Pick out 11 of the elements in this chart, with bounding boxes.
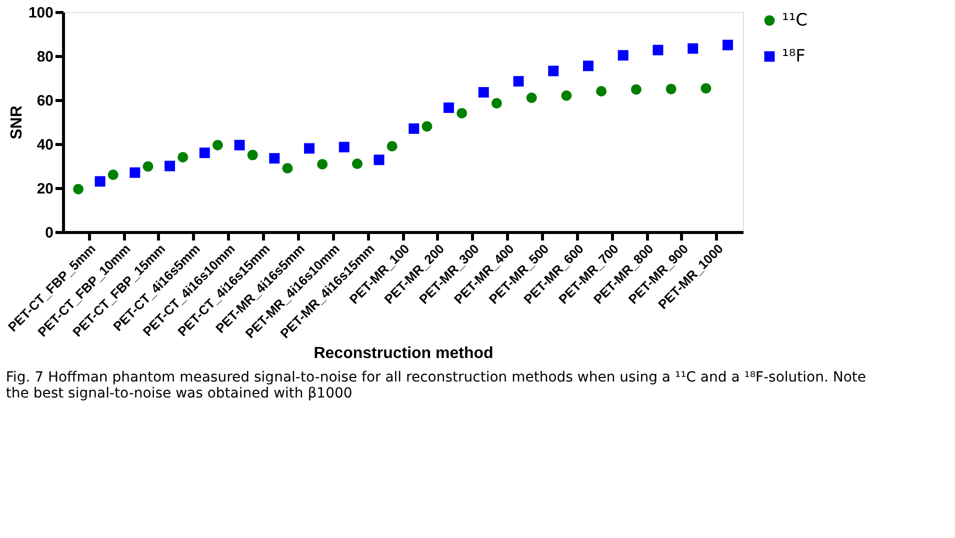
x-axis-title: Reconstruction method (314, 345, 494, 362)
y-tick-label: 0 (45, 224, 54, 242)
y-tick-label: 20 (36, 180, 54, 198)
y-tick-label: 100 (28, 4, 54, 22)
caption: Fig. 7 Hoffman phantom measured signal-to-noise for all reconstruction methods when using a ¹¹C and a ¹⁸F-solution. Note the best signal-to-noise was obtained with β1000 (6, 370, 866, 402)
y-tick-label: 80 (36, 48, 54, 66)
y-tick-label: 40 (36, 136, 54, 154)
legend-label: ¹⁸F (782, 46, 806, 66)
y-axis-title: SNR (8, 105, 26, 140)
y-tick-label: 60 (36, 92, 54, 110)
legend-label: ¹¹C (782, 10, 808, 30)
